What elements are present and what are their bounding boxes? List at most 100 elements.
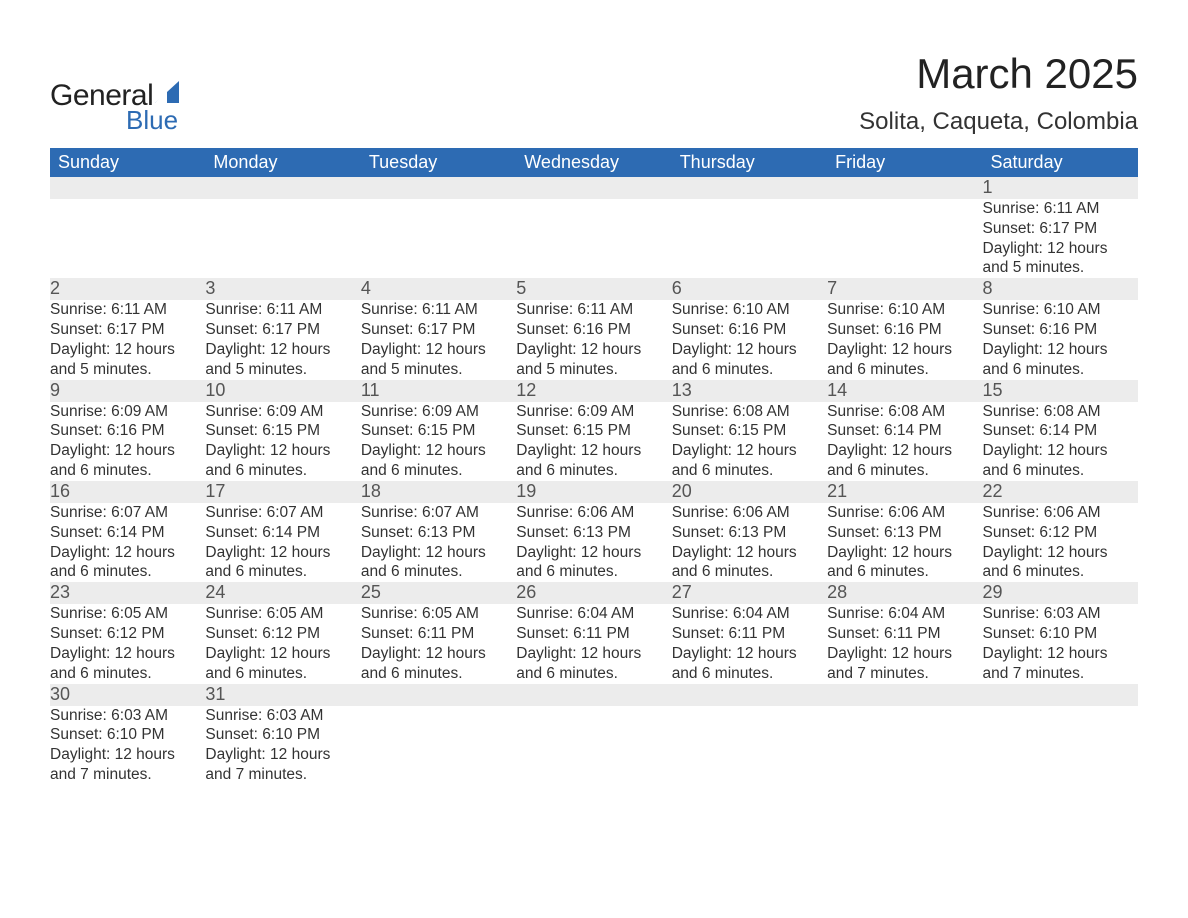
day-info-cell bbox=[361, 199, 516, 278]
day-number-cell: 2 bbox=[50, 278, 205, 300]
day-number-row: 23242526272829 bbox=[50, 582, 1138, 604]
day-info-line: and 7 minutes. bbox=[983, 664, 1138, 684]
day-info-cell: Sunrise: 6:07 AMSunset: 6:13 PMDaylight:… bbox=[361, 503, 516, 582]
day-info-line: Daylight: 12 hours bbox=[672, 340, 827, 360]
day-info-line: and 6 minutes. bbox=[50, 461, 205, 481]
day-number-cell: 21 bbox=[827, 481, 982, 503]
day-info-cell: Sunrise: 6:06 AMSunset: 6:12 PMDaylight:… bbox=[983, 503, 1138, 582]
day-info-line: Sunset: 6:16 PM bbox=[672, 320, 827, 340]
day-info-line: Sunset: 6:11 PM bbox=[827, 624, 982, 644]
day-info-line: Sunset: 6:12 PM bbox=[983, 523, 1138, 543]
day-info-line: and 5 minutes. bbox=[361, 360, 516, 380]
day-info-line: Sunrise: 6:03 AM bbox=[50, 706, 205, 726]
day-info-line: Sunrise: 6:06 AM bbox=[516, 503, 671, 523]
day-info-cell: Sunrise: 6:07 AMSunset: 6:14 PMDaylight:… bbox=[205, 503, 360, 582]
day-info-line: Daylight: 12 hours bbox=[205, 543, 360, 563]
day-info-line: Sunrise: 6:05 AM bbox=[361, 604, 516, 624]
day-info-line: and 6 minutes. bbox=[983, 360, 1138, 380]
day-number-cell: 26 bbox=[516, 582, 671, 604]
day-info-line: Daylight: 12 hours bbox=[983, 239, 1138, 259]
day-info-line: Sunset: 6:17 PM bbox=[983, 219, 1138, 239]
day-info-row: Sunrise: 6:11 AMSunset: 6:17 PMDaylight:… bbox=[50, 300, 1138, 379]
day-info-line: Sunrise: 6:11 AM bbox=[50, 300, 205, 320]
day-info-line: Daylight: 12 hours bbox=[361, 543, 516, 563]
day-info-line: Sunrise: 6:06 AM bbox=[672, 503, 827, 523]
day-info-row: Sunrise: 6:07 AMSunset: 6:14 PMDaylight:… bbox=[50, 503, 1138, 582]
day-info-line: Daylight: 12 hours bbox=[516, 340, 671, 360]
day-info-cell bbox=[672, 199, 827, 278]
day-number-cell: 11 bbox=[361, 380, 516, 402]
day-number-cell bbox=[50, 177, 205, 199]
day-info-cell bbox=[983, 706, 1138, 785]
day-info-line: Daylight: 12 hours bbox=[205, 644, 360, 664]
day-info-line: Sunset: 6:16 PM bbox=[50, 421, 205, 441]
day-info-line: Sunset: 6:11 PM bbox=[361, 624, 516, 644]
day-info-cell: Sunrise: 6:06 AMSunset: 6:13 PMDaylight:… bbox=[516, 503, 671, 582]
day-info-row: Sunrise: 6:05 AMSunset: 6:12 PMDaylight:… bbox=[50, 604, 1138, 683]
day-info-cell bbox=[827, 199, 982, 278]
day-info-line: Sunrise: 6:10 AM bbox=[983, 300, 1138, 320]
day-number-cell: 15 bbox=[983, 380, 1138, 402]
day-info-line: Daylight: 12 hours bbox=[50, 543, 205, 563]
day-info-line: Daylight: 12 hours bbox=[827, 644, 982, 664]
day-info-line: Sunset: 6:17 PM bbox=[50, 320, 205, 340]
logo: General Blue bbox=[50, 79, 185, 136]
day-info-line: Sunrise: 6:04 AM bbox=[516, 604, 671, 624]
day-header: Monday bbox=[205, 148, 360, 177]
day-info-cell: Sunrise: 6:04 AMSunset: 6:11 PMDaylight:… bbox=[672, 604, 827, 683]
day-info-line: Sunrise: 6:05 AM bbox=[205, 604, 360, 624]
day-info-line: and 6 minutes. bbox=[672, 360, 827, 380]
day-number-cell: 24 bbox=[205, 582, 360, 604]
day-info-line: Daylight: 12 hours bbox=[50, 340, 205, 360]
day-number-row: 1 bbox=[50, 177, 1138, 199]
day-info-line: Daylight: 12 hours bbox=[983, 644, 1138, 664]
day-number-cell: 12 bbox=[516, 380, 671, 402]
day-info-cell bbox=[205, 199, 360, 278]
day-number-cell: 19 bbox=[516, 481, 671, 503]
day-info-cell: Sunrise: 6:03 AMSunset: 6:10 PMDaylight:… bbox=[50, 706, 205, 785]
day-info-line: Sunrise: 6:08 AM bbox=[827, 402, 982, 422]
day-info-cell: Sunrise: 6:11 AMSunset: 6:16 PMDaylight:… bbox=[516, 300, 671, 379]
day-info-line: Sunset: 6:15 PM bbox=[205, 421, 360, 441]
day-number-cell: 9 bbox=[50, 380, 205, 402]
day-info-line: Daylight: 12 hours bbox=[983, 543, 1138, 563]
day-info-line: Daylight: 12 hours bbox=[361, 340, 516, 360]
day-number-cell: 18 bbox=[361, 481, 516, 503]
day-number-cell bbox=[827, 177, 982, 199]
day-info-cell: Sunrise: 6:11 AMSunset: 6:17 PMDaylight:… bbox=[205, 300, 360, 379]
day-info-line: and 5 minutes. bbox=[983, 258, 1138, 278]
day-info-cell bbox=[50, 199, 205, 278]
day-info-cell: Sunrise: 6:03 AMSunset: 6:10 PMDaylight:… bbox=[205, 706, 360, 785]
day-info-line: and 7 minutes. bbox=[827, 664, 982, 684]
day-info-cell: Sunrise: 6:10 AMSunset: 6:16 PMDaylight:… bbox=[672, 300, 827, 379]
day-info-cell: Sunrise: 6:04 AMSunset: 6:11 PMDaylight:… bbox=[516, 604, 671, 683]
day-number-cell bbox=[672, 684, 827, 706]
day-header: Thursday bbox=[672, 148, 827, 177]
day-info-line: Sunset: 6:11 PM bbox=[516, 624, 671, 644]
day-info-line: and 6 minutes. bbox=[516, 562, 671, 582]
day-header: Friday bbox=[827, 148, 982, 177]
day-info-line: Daylight: 12 hours bbox=[983, 441, 1138, 461]
day-info-line: Sunrise: 6:11 AM bbox=[516, 300, 671, 320]
day-number-row: 2345678 bbox=[50, 278, 1138, 300]
day-info-line: and 6 minutes. bbox=[827, 360, 982, 380]
day-info-line: Sunrise: 6:08 AM bbox=[672, 402, 827, 422]
calendar-body: 1Sunrise: 6:11 AMSunset: 6:17 PMDaylight… bbox=[50, 177, 1138, 785]
day-info-line: Sunset: 6:10 PM bbox=[50, 725, 205, 745]
day-info-line: Sunrise: 6:09 AM bbox=[516, 402, 671, 422]
day-number-cell: 23 bbox=[50, 582, 205, 604]
day-info-line: and 6 minutes. bbox=[827, 562, 982, 582]
day-number-cell bbox=[361, 177, 516, 199]
day-info-line: and 7 minutes. bbox=[205, 765, 360, 785]
day-info-line: Daylight: 12 hours bbox=[205, 745, 360, 765]
day-info-line: Sunset: 6:12 PM bbox=[205, 624, 360, 644]
day-info-line: Sunrise: 6:09 AM bbox=[205, 402, 360, 422]
day-info-cell bbox=[827, 706, 982, 785]
day-info-line: and 6 minutes. bbox=[361, 461, 516, 481]
day-info-cell bbox=[516, 706, 671, 785]
day-info-line: Sunset: 6:13 PM bbox=[516, 523, 671, 543]
calendar-page: General Blue March 2025 Solita, Caqueta,… bbox=[0, 0, 1188, 918]
day-info-line: and 6 minutes. bbox=[205, 562, 360, 582]
day-info-line: and 6 minutes. bbox=[205, 664, 360, 684]
day-header: Sunday bbox=[50, 148, 205, 177]
